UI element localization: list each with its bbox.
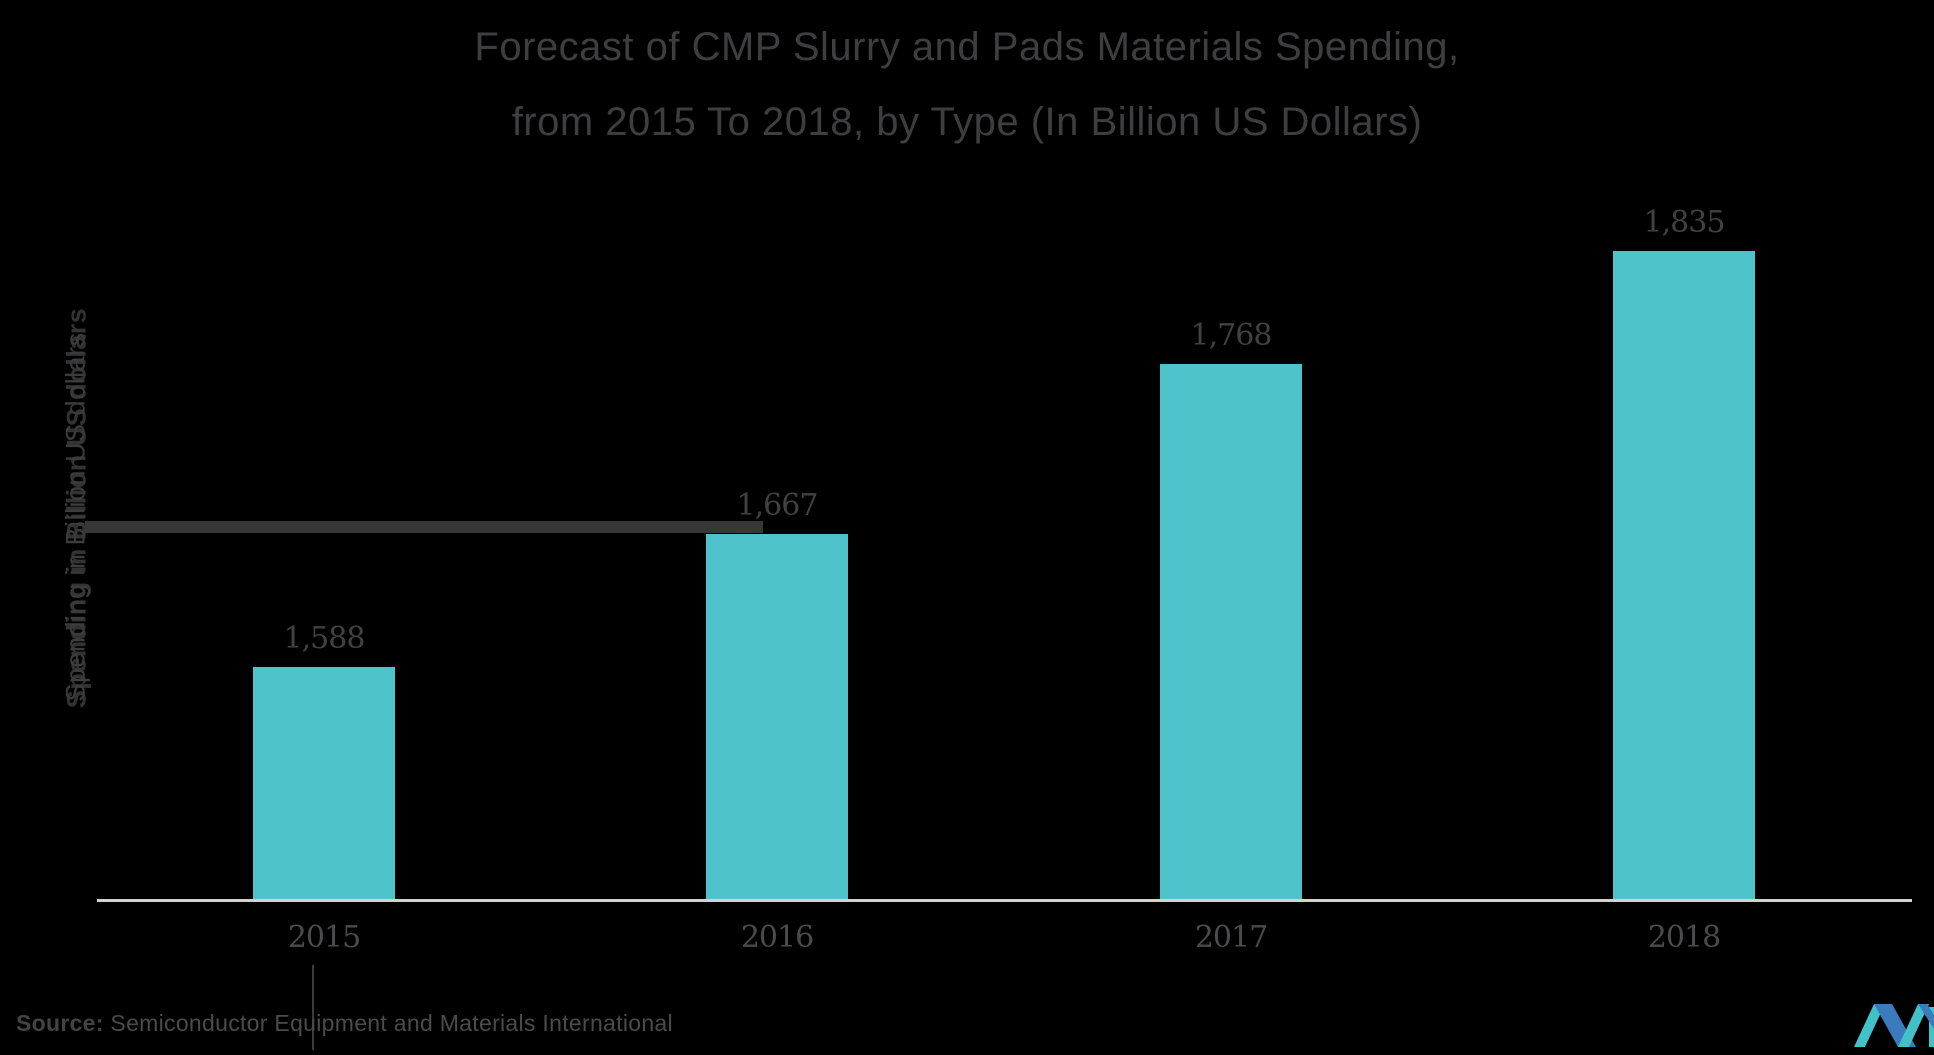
- x-axis-label: 2017: [1194, 920, 1268, 955]
- glitch-vertical-line: [312, 965, 314, 1050]
- bar: [253, 667, 395, 899]
- bar: [1160, 364, 1302, 899]
- logo-stroke-teal-right: [1898, 1004, 1929, 1047]
- chart-title-line1: Forecast of CMP Slurry and Pads Material…: [474, 25, 1460, 69]
- x-axis-line: [97, 899, 1912, 902]
- x-axis-label: 2016: [740, 920, 814, 955]
- bar-value-label: 1,667: [736, 488, 819, 523]
- chart-title: Forecast of CMP Slurry and Pads Material…: [0, 10, 1934, 160]
- source-text: Semiconductor Equipment and Materials In…: [103, 1010, 673, 1036]
- bar: [1613, 251, 1755, 899]
- logo-stroke-teal-left: [1854, 1004, 1885, 1047]
- source-line: Source: Semiconductor Equipment and Mate…: [16, 1010, 673, 1037]
- bar-value-label: 1,768: [1190, 318, 1273, 353]
- x-axis-label: 2018: [1647, 920, 1721, 955]
- source-label: Source:: [16, 1010, 104, 1036]
- bar-value-label: 1,835: [1643, 205, 1726, 240]
- x-axis-label: 2015: [287, 920, 361, 955]
- chart-title-line2: from 2015 To 2018, by Type (In Billion U…: [511, 100, 1423, 144]
- bar: [706, 534, 848, 899]
- glitch-horizontal-bar: [85, 521, 763, 533]
- logo-stroke-blue-right: [1918, 1004, 1934, 1029]
- bar-value-label: 1,588: [283, 621, 366, 656]
- brand-logo-icon: [1854, 1004, 1934, 1047]
